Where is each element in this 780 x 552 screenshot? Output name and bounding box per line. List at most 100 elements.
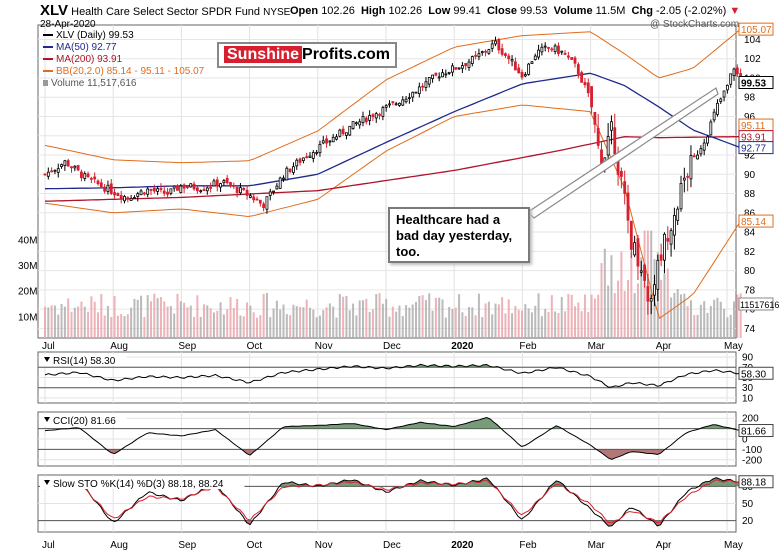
exchange-name: NYSE (263, 7, 291, 18)
axis-labels: JulJulAugAugSepSepOctOctNovNovDecDec2020… (18, 22, 779, 551)
price-tick-label: 86 (744, 208, 756, 219)
volume-bar (617, 280, 620, 338)
volume-bar (458, 294, 461, 338)
candle-body (335, 136, 338, 140)
volume-bar (729, 314, 732, 338)
volume-bar (159, 297, 162, 338)
candle-body (83, 173, 87, 179)
price-value-tag-label: 95.11 (741, 121, 766, 132)
volume-bar (299, 306, 302, 338)
candle-body (573, 57, 577, 64)
candle-body (182, 184, 186, 189)
volume-bar (325, 307, 328, 338)
volume-bar (580, 311, 583, 338)
candle-body (633, 242, 637, 256)
volume-bar (468, 306, 471, 338)
x-axis-label: May (724, 540, 743, 551)
volume-bar (265, 292, 268, 338)
volume-bar (547, 312, 550, 338)
candle-body (606, 136, 610, 156)
volume-bar (491, 314, 494, 338)
candle-body (86, 173, 90, 177)
volume-bar (47, 307, 50, 338)
candle-body (381, 107, 385, 117)
rsi-value-tag (738, 366, 774, 380)
candle-body (517, 67, 521, 74)
volume-bar (706, 312, 709, 338)
volume-bar (269, 317, 272, 338)
volume-bar (660, 279, 663, 338)
candle-body (464, 63, 468, 67)
volume-bar (292, 304, 295, 338)
candle-body (646, 286, 650, 302)
x-axis-label: Mar (588, 341, 606, 352)
volume-bar (554, 311, 557, 338)
volume-bar (53, 305, 56, 338)
candle-body (212, 180, 216, 187)
volume-bar (285, 314, 288, 338)
volume-bar (116, 315, 119, 338)
volume-bar (534, 305, 537, 338)
volume-bar (620, 251, 623, 338)
price-tick-label: 80 (744, 266, 756, 277)
volume-bar (381, 303, 384, 338)
price-tick-label: 102 (744, 54, 761, 65)
candle-body (716, 102, 719, 115)
volume-bar (391, 306, 394, 338)
volume-bar (560, 297, 563, 338)
volume-bar (163, 301, 166, 338)
candle-body (149, 188, 153, 191)
candle-body (457, 67, 461, 70)
x-axis-label: Nov (315, 540, 333, 551)
volume-bar (719, 301, 722, 338)
candle-body (315, 151, 319, 154)
volume-bar (136, 299, 139, 338)
candle-body (321, 140, 325, 144)
open-label: Open (290, 5, 319, 17)
volume-bar (673, 292, 676, 338)
volume-bar (434, 297, 437, 338)
volume-bar (428, 293, 431, 338)
volume-bar (130, 307, 133, 338)
legend-label: MA(200) 93.91 (56, 54, 123, 65)
price-tick-label: 104 (744, 35, 761, 46)
volume-bar (557, 313, 560, 338)
candle-body (696, 154, 699, 160)
volume-tick-label: 20M (18, 287, 37, 298)
candle-body (474, 54, 478, 57)
price-tick-label: 82 (744, 247, 756, 258)
volume-bar (501, 297, 504, 338)
price-tick-label: 96 (744, 112, 756, 123)
volume-bar (318, 315, 321, 338)
volume-bar (570, 294, 573, 338)
price-value-tag-label: 93.91 (741, 133, 766, 144)
price-value-tag (738, 75, 774, 89)
candle-body (656, 259, 660, 290)
volume-bar (444, 317, 447, 338)
candle-body (398, 102, 401, 106)
volume-value-tag-label: 11517616 (740, 300, 779, 310)
candle-body (719, 98, 723, 102)
volume-bar (666, 268, 669, 338)
candle-body (583, 82, 587, 86)
candle-body (623, 181, 627, 194)
volume-bar (43, 306, 47, 338)
volume-bar (607, 285, 610, 338)
candle-body (401, 99, 405, 106)
candle-body (477, 53, 481, 58)
candle-body (106, 184, 110, 192)
candle-body (494, 40, 497, 45)
rsi-tick-label: 90 (742, 353, 754, 364)
candle-body (570, 57, 574, 60)
close-label: Close (486, 5, 517, 17)
volume-bar (507, 299, 510, 338)
candle-body (103, 186, 107, 192)
volume-bar (703, 301, 706, 338)
volume-bar (504, 313, 507, 338)
candle-body (351, 121, 355, 129)
volume-bar (521, 310, 524, 338)
volume-bar (564, 311, 567, 338)
legend-swatch (43, 80, 48, 87)
volume-bar (90, 296, 93, 338)
